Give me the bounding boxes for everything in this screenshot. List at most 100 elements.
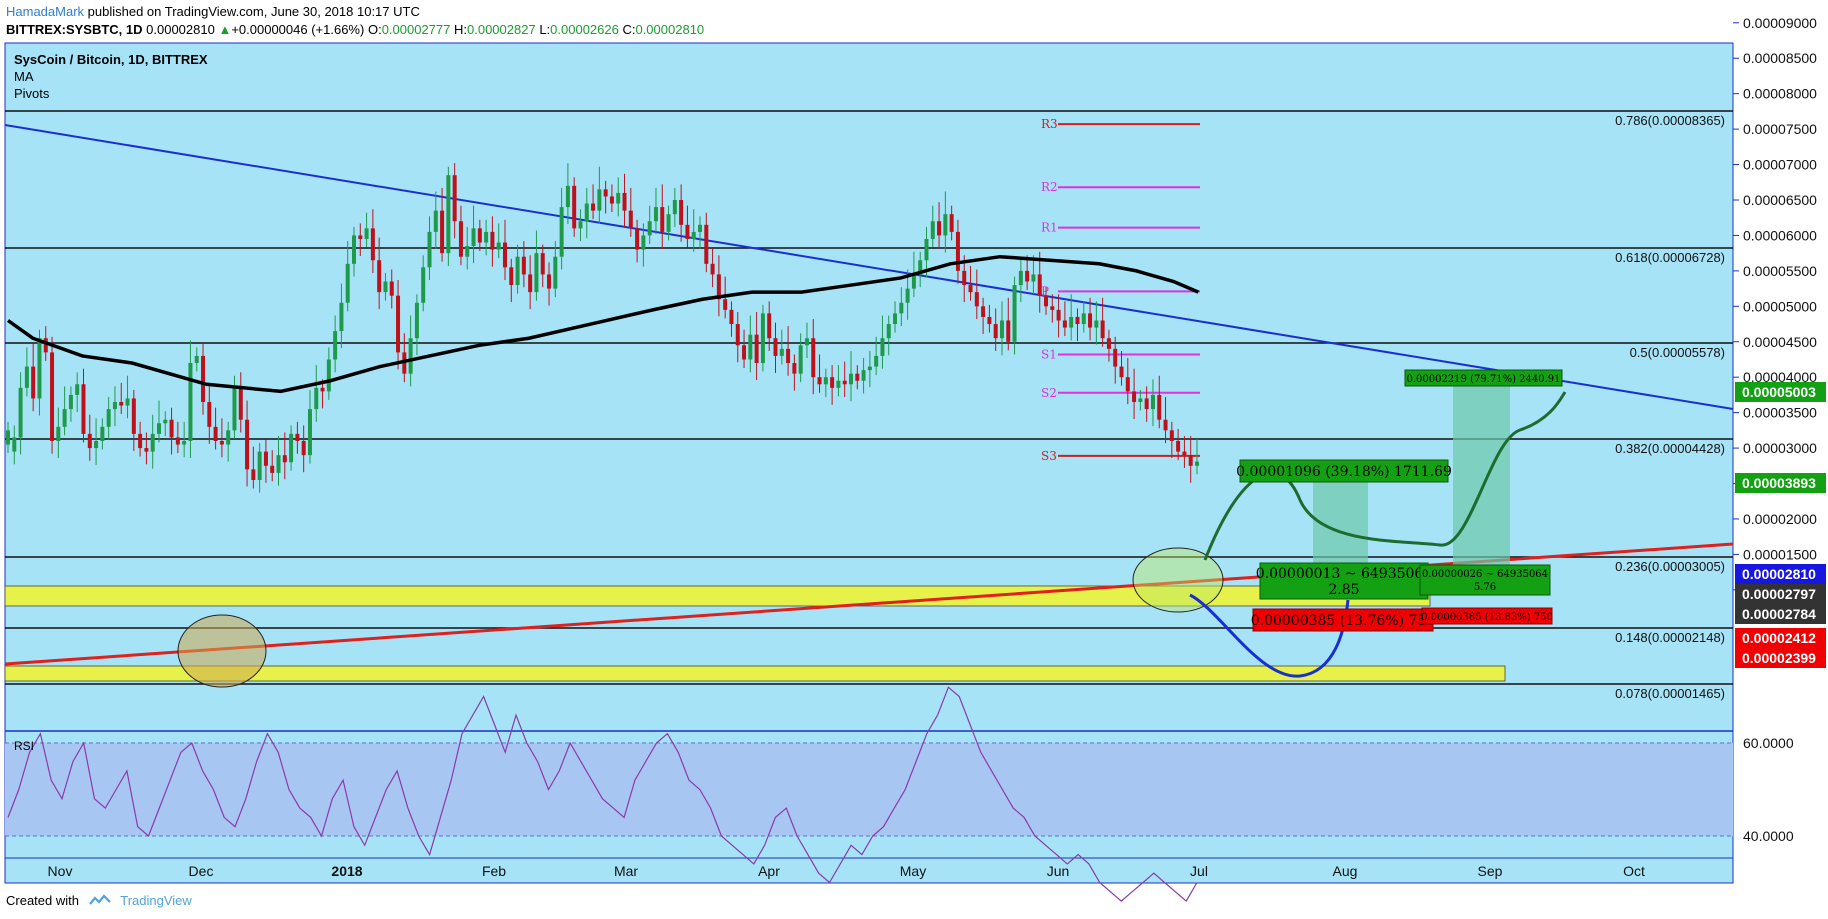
candle-body <box>735 324 740 346</box>
price-tick-label: 0.00009000 <box>1743 15 1817 31</box>
candle-body <box>490 231 495 250</box>
candle-body <box>100 426 105 441</box>
price-badge <box>1735 628 1826 648</box>
pivots-legend: Pivots <box>14 86 50 101</box>
candle-body <box>56 426 61 441</box>
pivot-label: S1 <box>1041 348 1057 362</box>
ma-legend: MA <box>14 69 34 84</box>
candle-body <box>811 338 816 378</box>
quantity-box <box>1259 562 1429 600</box>
price-tick-label: 0.00006000 <box>1743 227 1817 243</box>
current-highlight-ellipse[interactable] <box>1132 547 1224 613</box>
candle-body <box>836 380 841 388</box>
candle-body <box>804 338 809 346</box>
price-badge-label: 0.00002810 <box>1742 566 1816 582</box>
candle-body <box>748 334 753 360</box>
candle-body <box>1182 451 1187 456</box>
candle-body <box>251 469 256 480</box>
symbol-label: BITTREX:SYSBTC, 1D <box>6 22 143 37</box>
candle-body <box>578 221 583 229</box>
candle-body <box>848 373 853 385</box>
price-tick-label: 0.00002000 <box>1743 511 1817 527</box>
candle-body <box>12 437 17 452</box>
price-tick-label: 0.00007000 <box>1743 157 1817 173</box>
candle-body <box>867 366 872 371</box>
candle-body <box>1163 419 1168 431</box>
candle-body <box>1138 398 1143 403</box>
candle-body <box>628 210 633 229</box>
candle-body <box>50 352 55 441</box>
candle-body <box>716 274 721 300</box>
candle-body <box>1094 320 1099 328</box>
candle-body <box>622 192 627 211</box>
candle-body <box>842 380 847 385</box>
candle-body <box>509 267 514 286</box>
price-badge <box>1735 473 1826 493</box>
pivot-label: S3 <box>1041 449 1057 463</box>
candle-body <box>43 338 48 353</box>
candle-body <box>672 200 677 215</box>
candle-body <box>786 348 791 364</box>
candle-body <box>704 224 709 264</box>
candle-body <box>559 207 564 257</box>
target-zone-2 <box>1453 385 1510 585</box>
descending-trendline[interactable] <box>4 124 1734 410</box>
pivot-label: R3 <box>1041 117 1058 131</box>
candlesticks <box>6 163 1199 493</box>
price-tick-label: 0.00001500 <box>1743 546 1817 562</box>
candle-body <box>817 377 822 385</box>
candle-body <box>301 440 306 456</box>
pivot-label: S2 <box>1041 386 1057 400</box>
candle-body <box>584 203 589 222</box>
tradingview-link[interactable]: TradingView <box>120 893 192 908</box>
target-label-box <box>1239 459 1449 483</box>
candle-body <box>609 196 614 204</box>
candle-body <box>1018 270 1023 286</box>
fib-level-label: 0.786(0.00008365) <box>1615 113 1725 128</box>
candle-body <box>653 207 658 222</box>
month-label: Oct <box>1623 863 1645 879</box>
candle-body <box>1176 440 1181 452</box>
price-badge <box>1735 584 1826 604</box>
price-axis[interactable]: 0.00009000 0.00008500 0.00008000 0.00007500… <box>1733 15 1826 668</box>
candle-body <box>1031 274 1036 282</box>
candle-body <box>502 242 507 268</box>
change-arrow: ▲ <box>218 22 232 37</box>
candle-body <box>1075 316 1080 325</box>
yellow-zone-lower <box>4 665 1506 682</box>
candle-body <box>742 345 747 360</box>
fib-level-label: 0.5(0.00005578) <box>1630 345 1725 360</box>
candle-body <box>962 270 967 286</box>
candle-body <box>666 214 671 232</box>
candle-body <box>1081 313 1086 325</box>
candle-body <box>345 263 350 303</box>
candle-body <box>496 242 501 250</box>
candle-body <box>119 402 124 406</box>
high-value: 0.00002827 <box>467 22 536 37</box>
author-link[interactable]: HamadaMark <box>6 4 85 19</box>
candle-body <box>333 331 338 360</box>
candle-body <box>175 437 180 445</box>
price-badge <box>1735 564 1826 584</box>
candle-body <box>798 345 803 374</box>
candle-body <box>201 355 206 403</box>
price-badge-label: 0.00002784 <box>1742 606 1816 622</box>
bearish-projection-path[interactable] <box>1189 593 1350 678</box>
month-label: May <box>900 863 926 879</box>
ascending-support-line[interactable] <box>4 542 1734 666</box>
candle-body <box>635 228 640 250</box>
candle-body <box>874 355 879 367</box>
time-axis[interactable]: Nov Dec 2018 Feb Mar Apr May Jun Jul Aug Sep Oct <box>48 863 1645 879</box>
candle-body <box>641 235 646 250</box>
candle-body <box>987 316 992 325</box>
candle-body <box>213 426 218 441</box>
candle-body <box>679 200 684 225</box>
stop-label-text: 0.00000385 (13.83%) 750 <box>1421 612 1553 623</box>
candle-body <box>6 430 10 445</box>
candle-body <box>270 465 275 473</box>
month-label: Mar <box>614 863 638 879</box>
bottom-highlight-ellipse[interactable] <box>177 614 267 688</box>
pivot-label: R1 <box>1041 221 1058 235</box>
candle-body <box>729 309 734 325</box>
